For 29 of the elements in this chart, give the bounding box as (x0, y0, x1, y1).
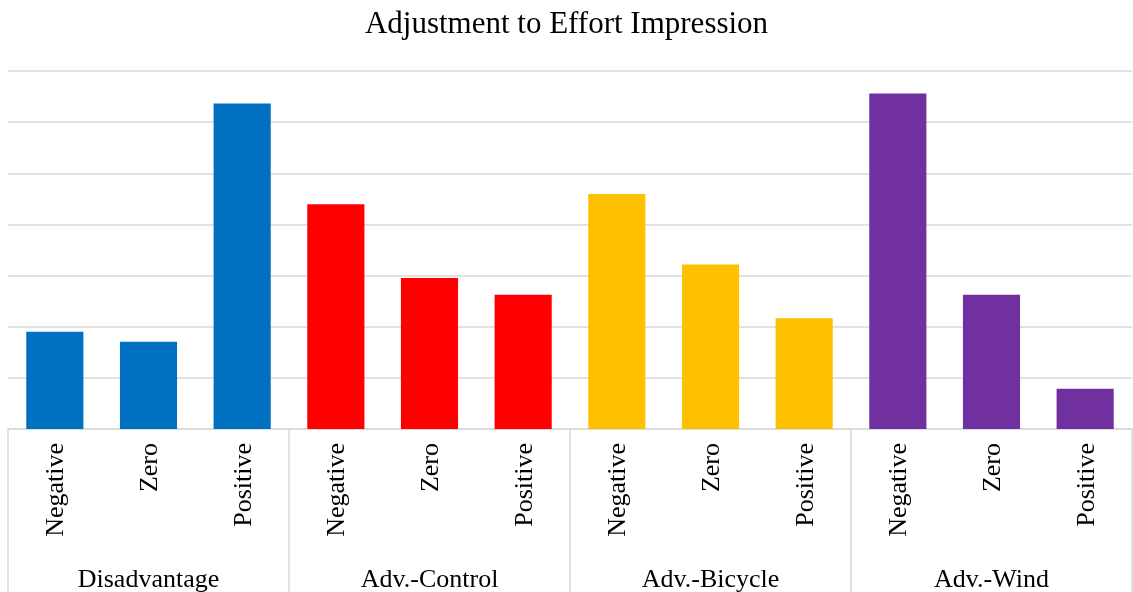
bar (775, 318, 833, 429)
x-tick-label: Zero (696, 443, 725, 493)
x-tick-label: Zero (134, 443, 163, 493)
bar (869, 93, 927, 429)
bar (588, 194, 646, 429)
bar (1056, 388, 1114, 429)
chart-title: Adjustment to Effort Impression (364, 5, 769, 40)
x-tick-label: Positive (1070, 443, 1100, 527)
x-tick-label: Zero (977, 443, 1006, 493)
x-tick-label: Positive (789, 443, 819, 527)
x-tick-label: Zero (415, 443, 444, 493)
x-tick-label: Negative (602, 443, 632, 537)
text: Disadvantage (77, 563, 220, 592)
text: Adv.-Bicycle (641, 563, 780, 592)
x-tick-label: Negative (883, 443, 913, 537)
bar (400, 277, 459, 429)
bar (307, 204, 365, 429)
x-tick-label: Negative (40, 443, 70, 537)
x-tick-label: Positive (227, 443, 257, 527)
x-tick-label: Positive (508, 443, 538, 527)
text: Adv.-Wind (934, 563, 1049, 592)
bar (213, 103, 271, 429)
bar (494, 294, 552, 429)
bar (119, 341, 178, 429)
bar (962, 294, 1021, 429)
bar (26, 331, 84, 429)
bar (681, 264, 740, 429)
x-tick-label: Negative (321, 443, 351, 537)
text: Adv.-Control (360, 563, 499, 592)
